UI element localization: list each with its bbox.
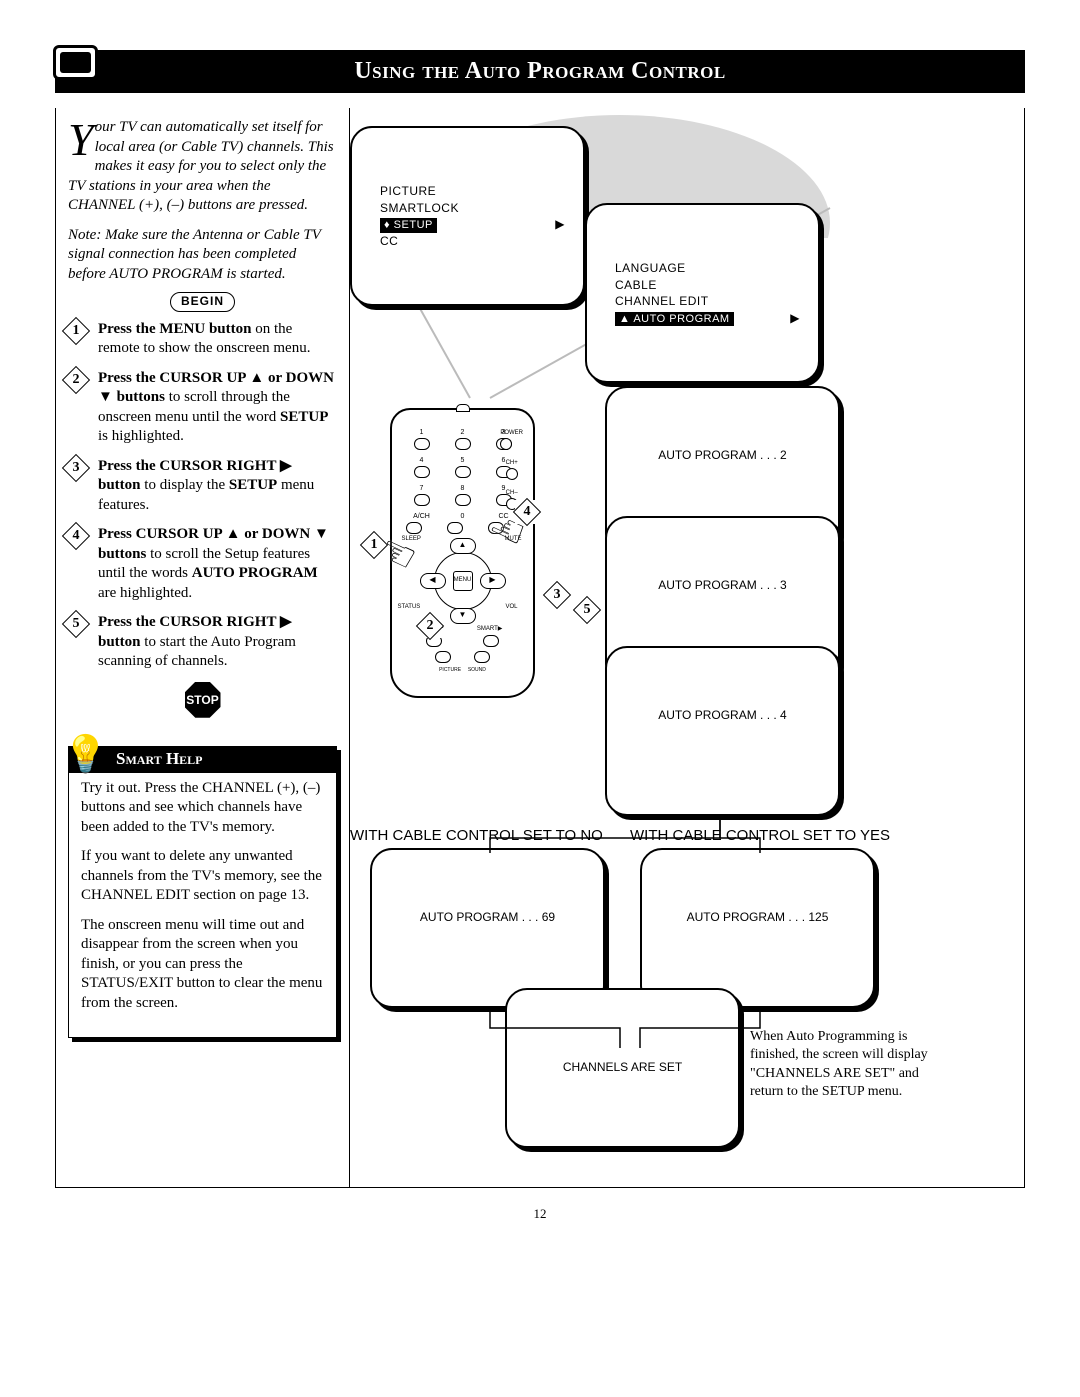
tv-icon <box>53 45 98 80</box>
instructions-column: Your TV can automatically set itself for… <box>55 108 350 1188</box>
step-2: 2 Press the CURSOR UP ▲ or DOWN ▼ button… <box>68 369 337 447</box>
step-badge: 1 <box>64 319 88 343</box>
section-title: Using the Auto Program Control <box>55 50 1025 93</box>
stop-marker: STOP <box>68 682 337 718</box>
screen-main-menu: PICTURE SMARTLOCK ♦ SETUP ▶ CC <box>350 126 585 306</box>
begin-marker: BEGIN <box>68 292 337 312</box>
callout-4: 4 <box>515 500 539 531</box>
connector-lines <box>350 808 970 1158</box>
smart-p2: If you want to delete any unwanted chann… <box>81 847 324 906</box>
footnote: When Auto Programming is finished, the s… <box>750 1028 940 1101</box>
step-1: 1 Press the MENU button on the remote to… <box>68 320 337 359</box>
page-number: 12 <box>55 1206 1025 1223</box>
step-badge: 4 <box>64 524 88 548</box>
smart-p3: The onscreen menu will time out and disa… <box>81 916 324 1014</box>
callout-5: 5 <box>575 598 599 629</box>
step-badge: 5 <box>64 612 88 636</box>
callout-2: 2 <box>418 614 442 645</box>
step-badge: 2 <box>64 368 88 392</box>
screen-ap4: AUTO PROGRAM . . . 4 <box>605 646 840 816</box>
smart-p1: Try it out. Press the CHANNEL (+), (–) b… <box>81 779 324 838</box>
intro-body: our TV can automatically set itself for … <box>68 119 334 213</box>
step-3: 3 Press the CURSOR RIGHT ▶ button to dis… <box>68 457 337 516</box>
note-text: Note: Make sure the Antenna or Cable TV … <box>68 226 337 285</box>
step-4: 4 Press CURSOR UP ▲ or DOWN ▼ buttons to… <box>68 525 337 603</box>
intro-text: Your TV can automatically set itself for… <box>68 118 337 216</box>
smart-help-title: Smart Help <box>68 746 337 773</box>
diagram-column: PICTURE SMARTLOCK ♦ SETUP ▶ CC LANGUAGE … <box>350 108 1025 1188</box>
smart-help-panel: 💡 Smart Help Try it out. Press the CHANN… <box>68 746 337 1039</box>
step-5: 5 Press the CURSOR RIGHT ▶ button to sta… <box>68 613 337 672</box>
callout-3: 3 <box>545 583 569 614</box>
title-text: Using the Auto Program Control <box>354 58 725 84</box>
screen-setup-menu: LANGUAGE CABLE CHANNEL EDIT ▲ AUTO PROGR… <box>585 203 820 383</box>
bulb-icon: 💡 <box>63 731 108 778</box>
dropcap: Y <box>68 118 95 159</box>
step-badge: 3 <box>64 456 88 480</box>
callout-1: 1 <box>362 533 386 564</box>
